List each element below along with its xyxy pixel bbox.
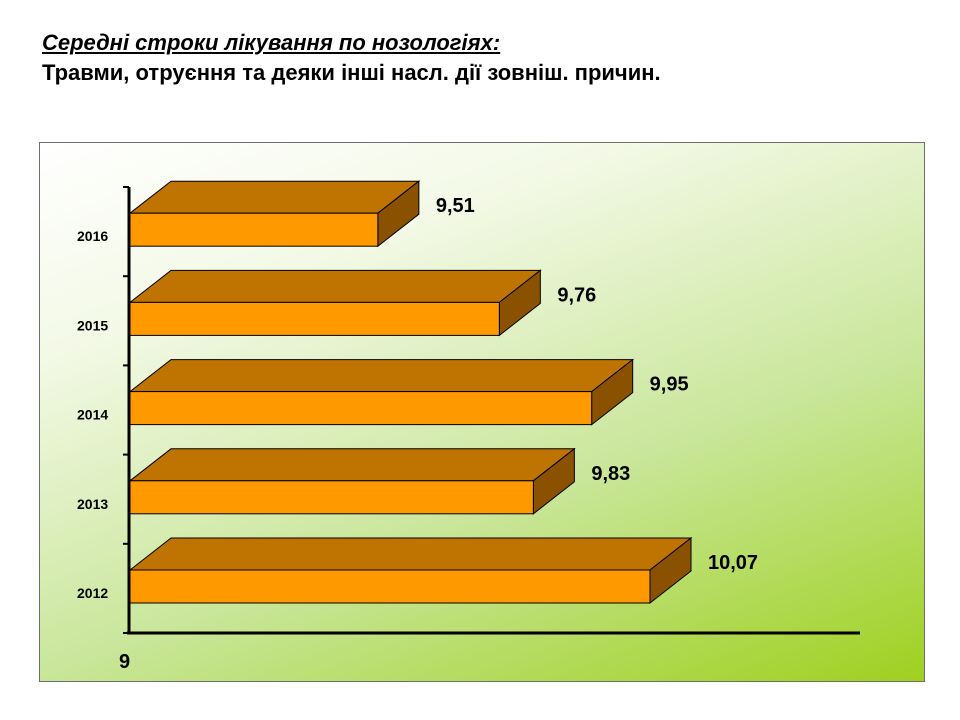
bar-2013 <box>129 480 534 515</box>
bar-2012 <box>129 569 651 604</box>
bar-2016 <box>129 212 379 247</box>
bar-top-face <box>128 359 635 393</box>
slide-title: Середні строки лікування по нозологіях: … <box>42 28 661 88</box>
y-tick-label: 2016 <box>77 228 108 244</box>
chart-area: 9 10,07 2012 9,83 2013 9,95 2014 9,76 2015 9,51 20… <box>39 142 925 682</box>
bar-top-face <box>128 269 542 303</box>
y-tick-label: 2012 <box>77 585 108 601</box>
bar-value-label: 9,83 <box>591 463 630 485</box>
bar-top-face <box>128 537 693 571</box>
y-tick-label: 2015 <box>77 317 108 333</box>
bar-value-label: 9,95 <box>650 374 689 396</box>
slide-subheading: Травми, отруєння та деяки інші насл. дії… <box>42 60 661 85</box>
bar-top-face <box>128 180 421 214</box>
bar-2015 <box>129 301 500 336</box>
bar-chart: 9 10,07 2012 9,83 2013 9,95 2014 9,76 2015 9,51 20… <box>77 180 860 673</box>
bar-value-label: 10,07 <box>708 552 758 574</box>
bar-top-face <box>128 448 576 482</box>
bar-2014 <box>129 391 593 426</box>
x-axis-min-label: 9 <box>119 651 130 673</box>
slide-heading: Середні строки лікування по нозологіях: <box>42 30 501 55</box>
bar-value-label: 9,51 <box>436 195 475 217</box>
y-tick-label: 2014 <box>77 407 108 423</box>
bar-value-label: 9,76 <box>557 284 596 306</box>
y-tick-label: 2013 <box>77 496 108 512</box>
